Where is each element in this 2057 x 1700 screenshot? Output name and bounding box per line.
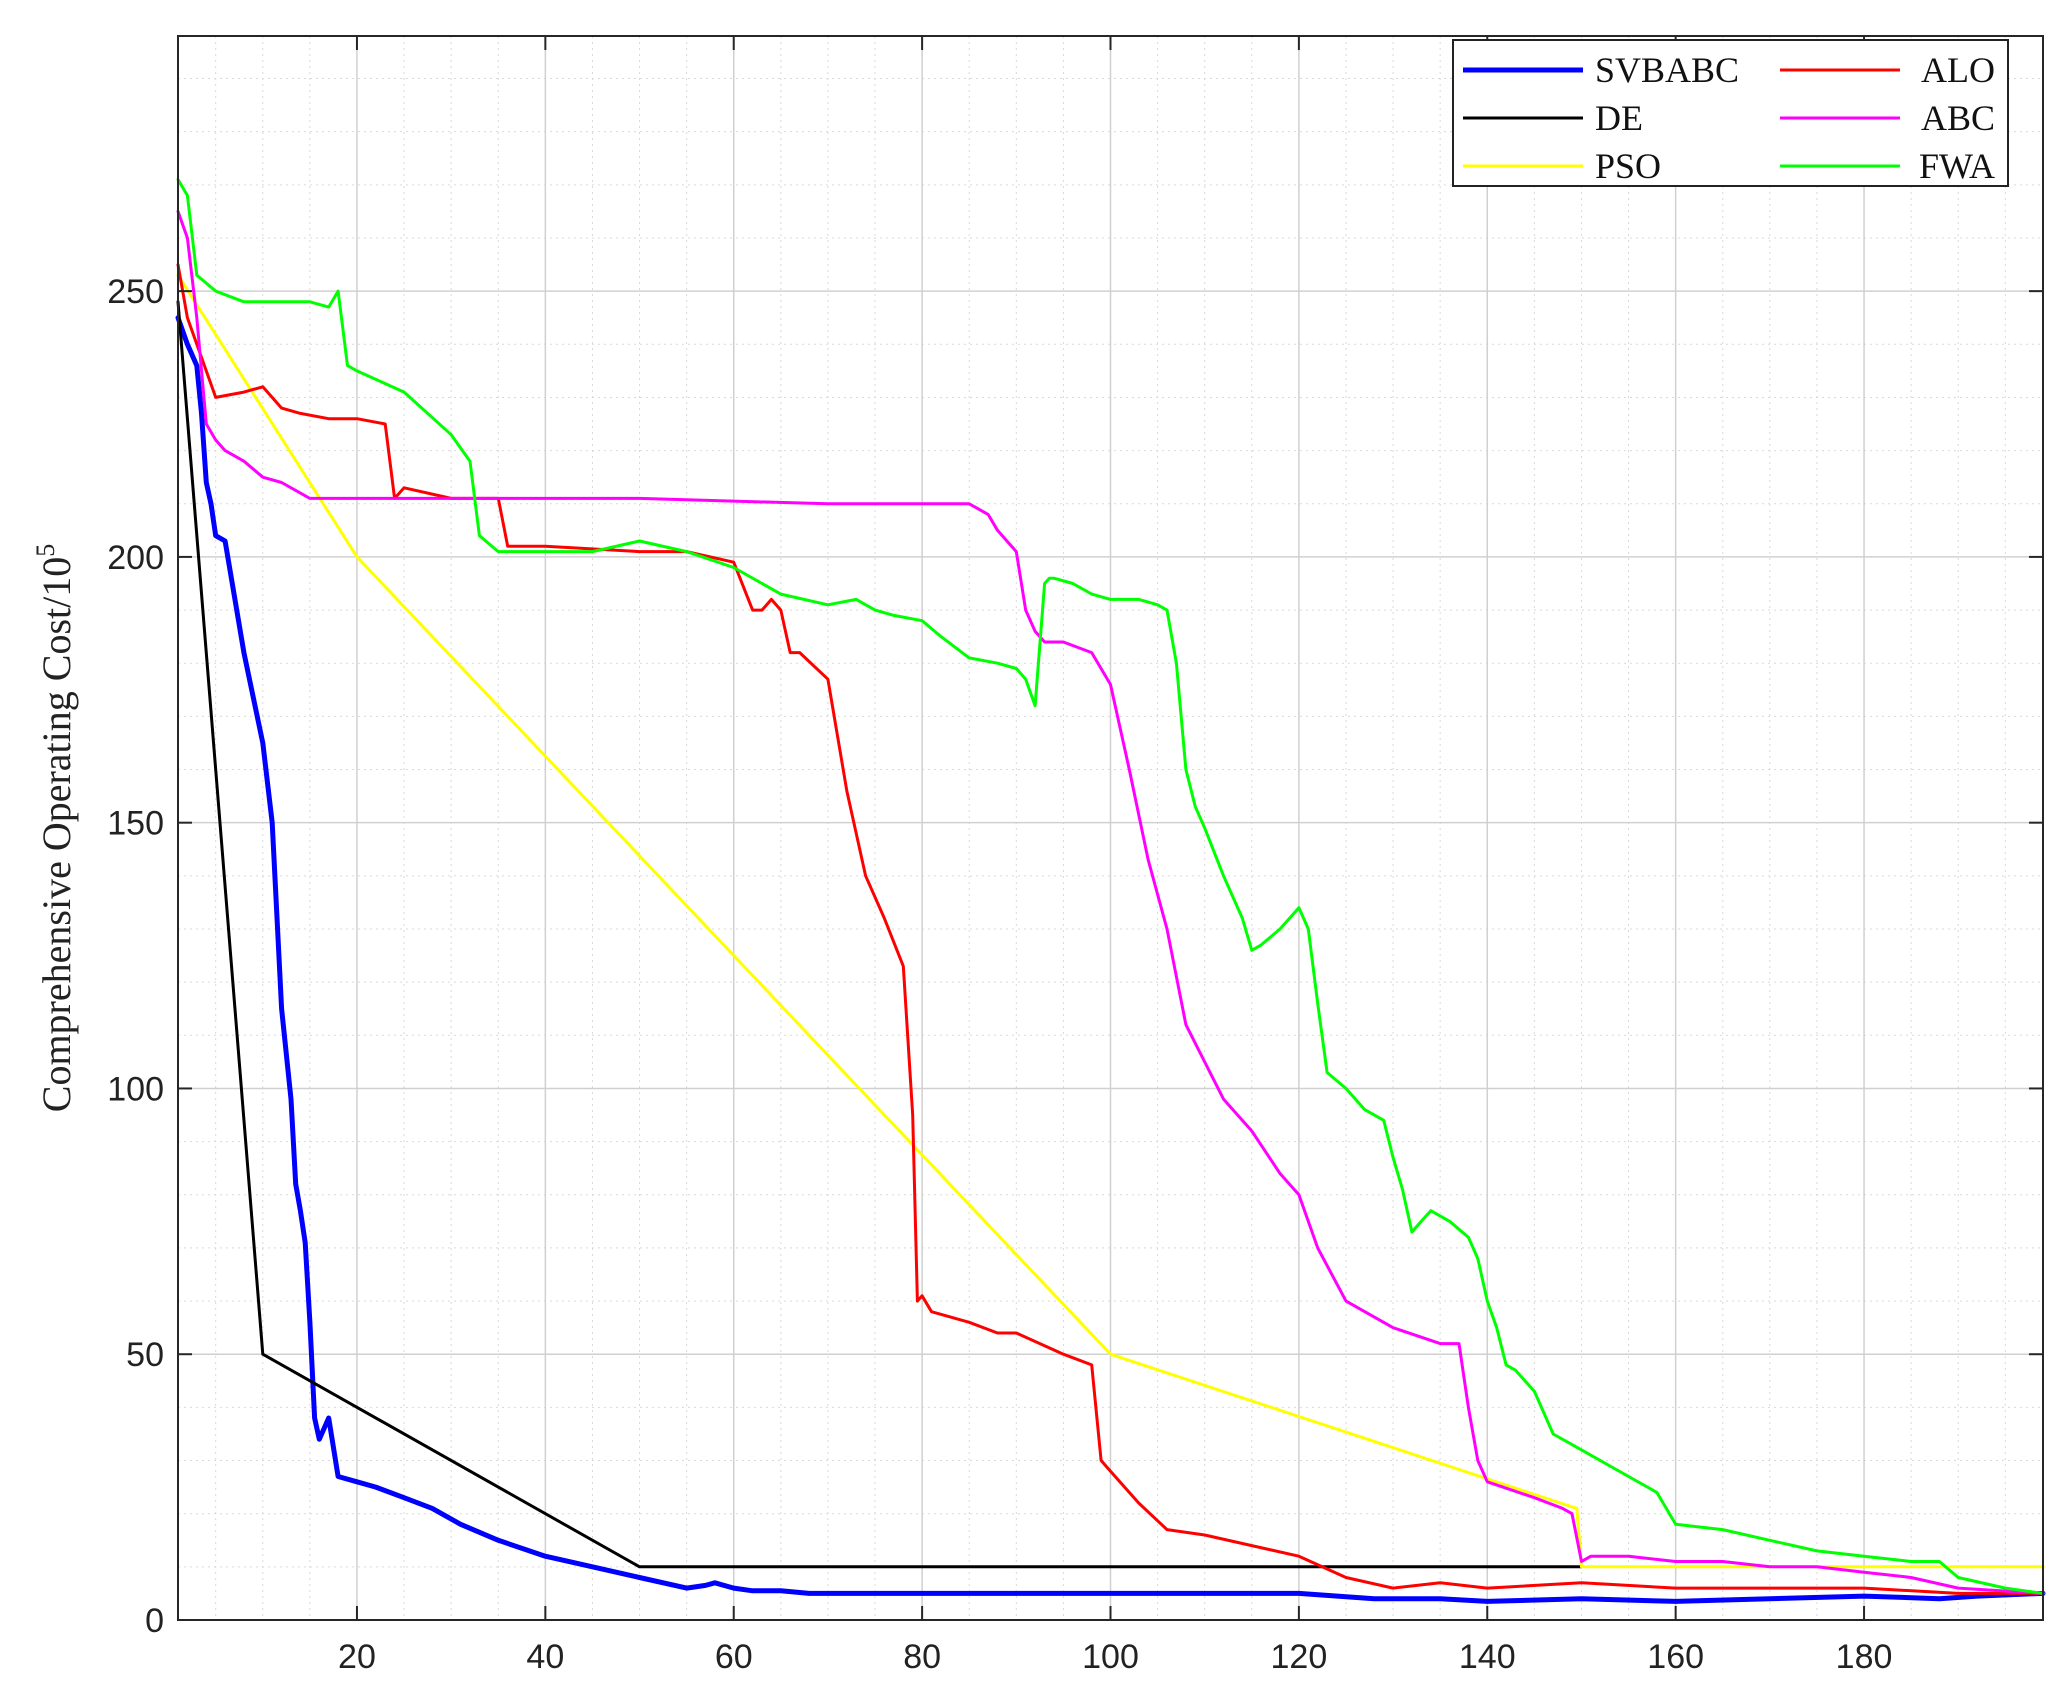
y-tick-label: 250: [107, 273, 164, 311]
x-tick-label: 20: [338, 1638, 376, 1676]
series-line-alo: [176, 263, 2045, 1595]
legend-label-abc: ABC: [1921, 98, 1995, 138]
legend-label-pso: PSO: [1595, 146, 1661, 186]
x-tick-label: 160: [1647, 1638, 1704, 1676]
x-tick-label: 60: [715, 1638, 753, 1676]
y-tick-label: 200: [107, 539, 164, 577]
x-tick-label: 140: [1459, 1638, 1516, 1676]
tick-layer: [178, 36, 2043, 1621]
series-line-pso: [176, 273, 2045, 1569]
series-line-abc: [176, 209, 2045, 1595]
legend-label-alo: ALO: [1921, 50, 1995, 90]
y-axis-title: Comprehensive Operating Cost/105: [31, 544, 79, 1112]
y-tick-label: 0: [145, 1602, 164, 1640]
legend-label-de: DE: [1595, 98, 1643, 138]
legend: SVBABC DE PSO ALO ABC FWA: [1452, 39, 2009, 187]
series-line-fwa: [176, 178, 2045, 1595]
series-layer: [175, 178, 2046, 1604]
x-tick-label: 100: [1082, 1638, 1139, 1676]
y-axis-title-text: Comprehensive Operating Cost/10: [34, 557, 79, 1112]
legend-label-fwa: FWA: [1919, 146, 1995, 186]
legend-label-svbabc: SVBABC: [1595, 50, 1739, 90]
x-tick-label: 120: [1271, 1638, 1328, 1676]
y-tick-label: 150: [107, 805, 164, 843]
y-tick-label: 50: [126, 1336, 164, 1374]
series-line-svbabc: [175, 315, 2046, 1604]
legend-box: [1452, 39, 2009, 187]
x-tick-label: 80: [903, 1638, 941, 1676]
y-axis-title-exponent: 5: [31, 544, 60, 557]
x-tick-labels: 20 40 60 80 100 120 140 160 180: [338, 1638, 1892, 1676]
x-tick-label: 180: [1836, 1638, 1893, 1676]
series-line-de: [176, 300, 1583, 1569]
y-tick-labels: 0 50 100 150 200 250: [107, 273, 164, 1640]
x-tick-label: 40: [526, 1638, 564, 1676]
y-tick-label: 100: [107, 1070, 164, 1108]
